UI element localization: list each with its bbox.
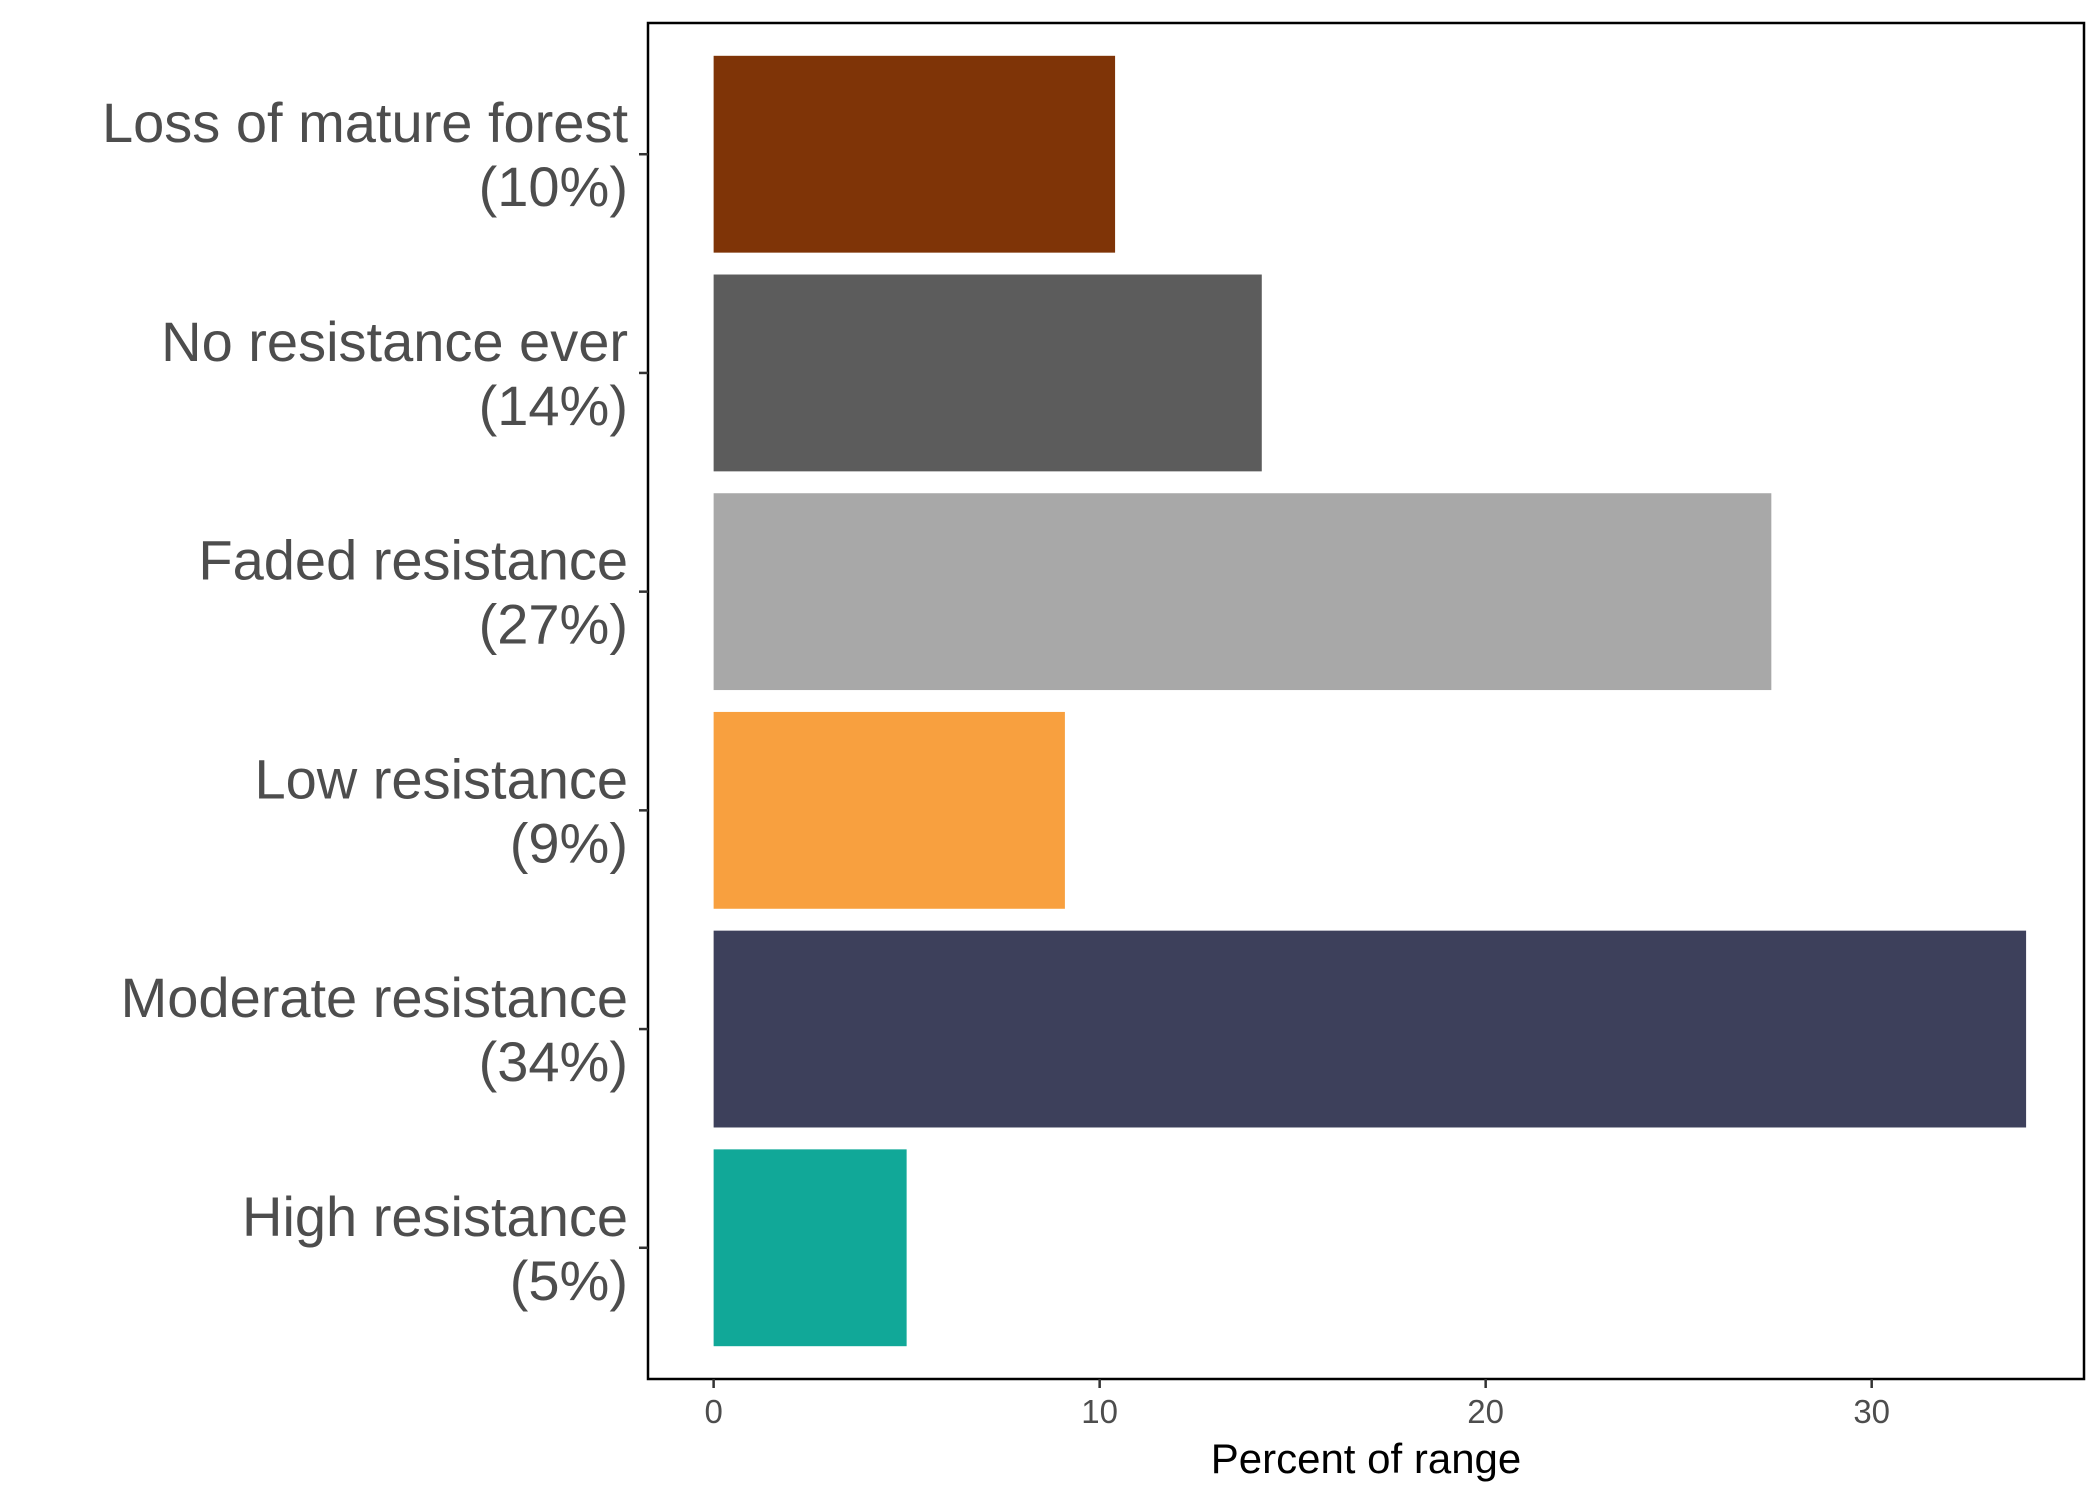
- x-axis-title: Percent of range: [1211, 1435, 1522, 1482]
- bar-no-resistance-ever: [713, 274, 1262, 472]
- x-tick-label-30: 30: [1853, 1393, 1890, 1430]
- y-label-pct-high-resistance: (5%): [510, 1249, 628, 1312]
- y-label-pct-faded-resistance: (27%): [479, 593, 628, 656]
- y-label-loss-of-mature-forest: Loss of mature forest: [102, 91, 628, 154]
- y-label-high-resistance: High resistance: [242, 1185, 628, 1248]
- bars-layer: [713, 55, 2027, 1347]
- bar-high-resistance: [713, 1149, 907, 1347]
- x-tick-label-20: 20: [1467, 1393, 1504, 1430]
- y-label-moderate-resistance: Moderate resistance: [121, 966, 628, 1029]
- bar-moderate-resistance: [713, 930, 2027, 1128]
- y-axis-ticks: [639, 152, 648, 1250]
- bar-loss-of-mature-forest: [713, 55, 1116, 253]
- y-label-no-resistance-ever: No resistance ever: [161, 310, 628, 373]
- y-label-pct-no-resistance-ever: (14%): [479, 374, 628, 437]
- y-label-pct-low-resistance: (9%): [510, 811, 628, 874]
- bar-faded-resistance: [713, 493, 1772, 691]
- y-label-pct-moderate-resistance: (34%): [479, 1030, 628, 1093]
- bar-low-resistance: [713, 711, 1065, 909]
- x-tick-label-10: 10: [1081, 1393, 1118, 1430]
- x-axis-ticks: 0 10 20 30: [704, 1379, 1890, 1430]
- y-label-faded-resistance: Faded resistance: [198, 529, 628, 592]
- x-tick-label-0: 0: [704, 1393, 722, 1430]
- y-axis-labels: High resistance(5%) Moderate resistance(3…: [102, 91, 628, 1312]
- y-label-low-resistance: Low resistance: [254, 747, 628, 810]
- y-label-pct-loss-of-mature-forest: (10%): [479, 155, 628, 218]
